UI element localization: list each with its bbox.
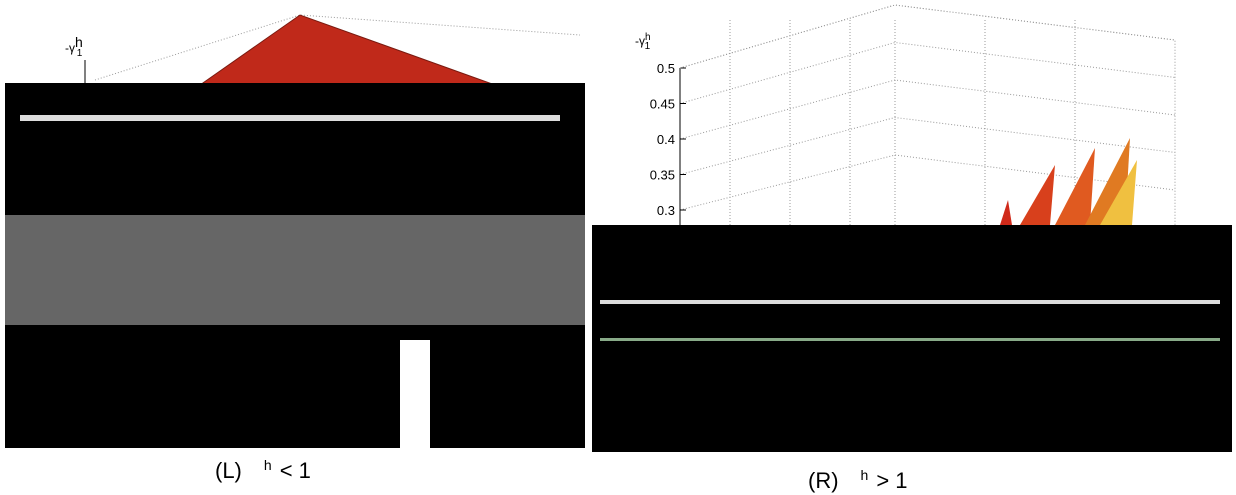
figure: -γh1 (L) h < 1 0.3 0.35 0.4 0.45 0.5 -γh1 (R) h… <box>0 0 1236 495</box>
caption: (R) h > 1 <box>808 467 908 493</box>
y-tick-label: 0.3 <box>657 203 675 218</box>
caption-prefix: (L) <box>215 458 242 483</box>
artifact <box>5 215 585 325</box>
artifact <box>600 338 1220 341</box>
axis-label-text: -γ <box>635 34 645 48</box>
caption-sup: h <box>861 467 869 483</box>
box-edge <box>680 5 1175 225</box>
y-tick-label: 0.35 <box>650 168 675 183</box>
surface <box>1020 165 1055 225</box>
artifact <box>400 340 430 450</box>
caption-sup: h <box>264 457 272 473</box>
surface <box>1000 200 1012 225</box>
grid-line <box>680 118 1175 175</box>
artifact <box>600 300 1220 304</box>
grid-line <box>680 43 1175 104</box>
y-tick-label: 0.5 <box>657 61 675 76</box>
caption-suffix: > 1 <box>876 468 907 493</box>
caption-prefix: (R) <box>808 468 839 493</box>
artifact <box>20 115 560 121</box>
page: -γh1 (L) h < 1 0.3 0.35 0.4 0.45 0.5 -γh1 (R) h… <box>0 0 1236 495</box>
grid-line <box>680 5 1175 68</box>
axis-label-sub: 1 <box>77 48 83 59</box>
y-tick-label: 0.4 <box>657 132 675 147</box>
y-tick-label: 0.45 <box>650 97 675 112</box>
caption: (L) h < 1 <box>215 457 311 483</box>
axis-label-text: -γ <box>65 41 75 55</box>
axis-label-sub: 1 <box>645 41 651 52</box>
surface <box>1055 148 1095 225</box>
caption-suffix: < 1 <box>280 458 311 483</box>
grid-line <box>680 80 1175 139</box>
